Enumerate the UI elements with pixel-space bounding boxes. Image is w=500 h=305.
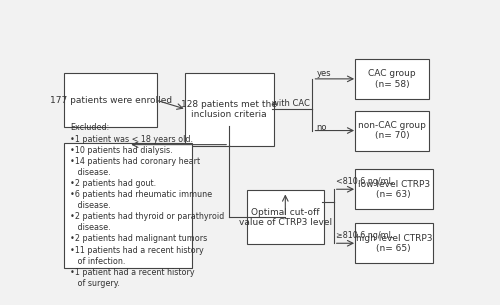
FancyBboxPatch shape — [64, 143, 192, 268]
Text: CAC group
(n= 58): CAC group (n= 58) — [368, 69, 416, 88]
Text: Optimal cut-off
value of CTRP3 level: Optimal cut-off value of CTRP3 level — [239, 208, 332, 227]
Text: with CAC: with CAC — [272, 99, 310, 108]
Text: non-CAC group
(n= 70): non-CAC group (n= 70) — [358, 121, 426, 140]
FancyBboxPatch shape — [355, 169, 432, 209]
FancyBboxPatch shape — [184, 73, 274, 146]
FancyBboxPatch shape — [64, 73, 158, 127]
Text: yes: yes — [316, 69, 331, 77]
Text: high level CTRP3
(n= 65): high level CTRP3 (n= 65) — [356, 234, 432, 253]
Text: 128 patients met the
inclusion criteria: 128 patients met the inclusion criteria — [181, 100, 277, 119]
Text: <810.6 ng/mL: <810.6 ng/mL — [336, 177, 392, 186]
FancyBboxPatch shape — [355, 223, 432, 263]
FancyBboxPatch shape — [355, 59, 428, 99]
Text: low level CTRP3
(n= 63): low level CTRP3 (n= 63) — [358, 180, 430, 199]
Text: 177 patients were enrolled: 177 patients were enrolled — [50, 95, 172, 105]
Text: Excluded:
•1 patient was < 18 years old.
•10 patients had dialysis.
•14 patients: Excluded: •1 patient was < 18 years old.… — [70, 124, 224, 288]
Text: no: no — [316, 123, 327, 131]
FancyBboxPatch shape — [246, 190, 324, 244]
Text: ≥810.6 ng/mL: ≥810.6 ng/mL — [336, 231, 392, 240]
FancyBboxPatch shape — [355, 111, 428, 150]
